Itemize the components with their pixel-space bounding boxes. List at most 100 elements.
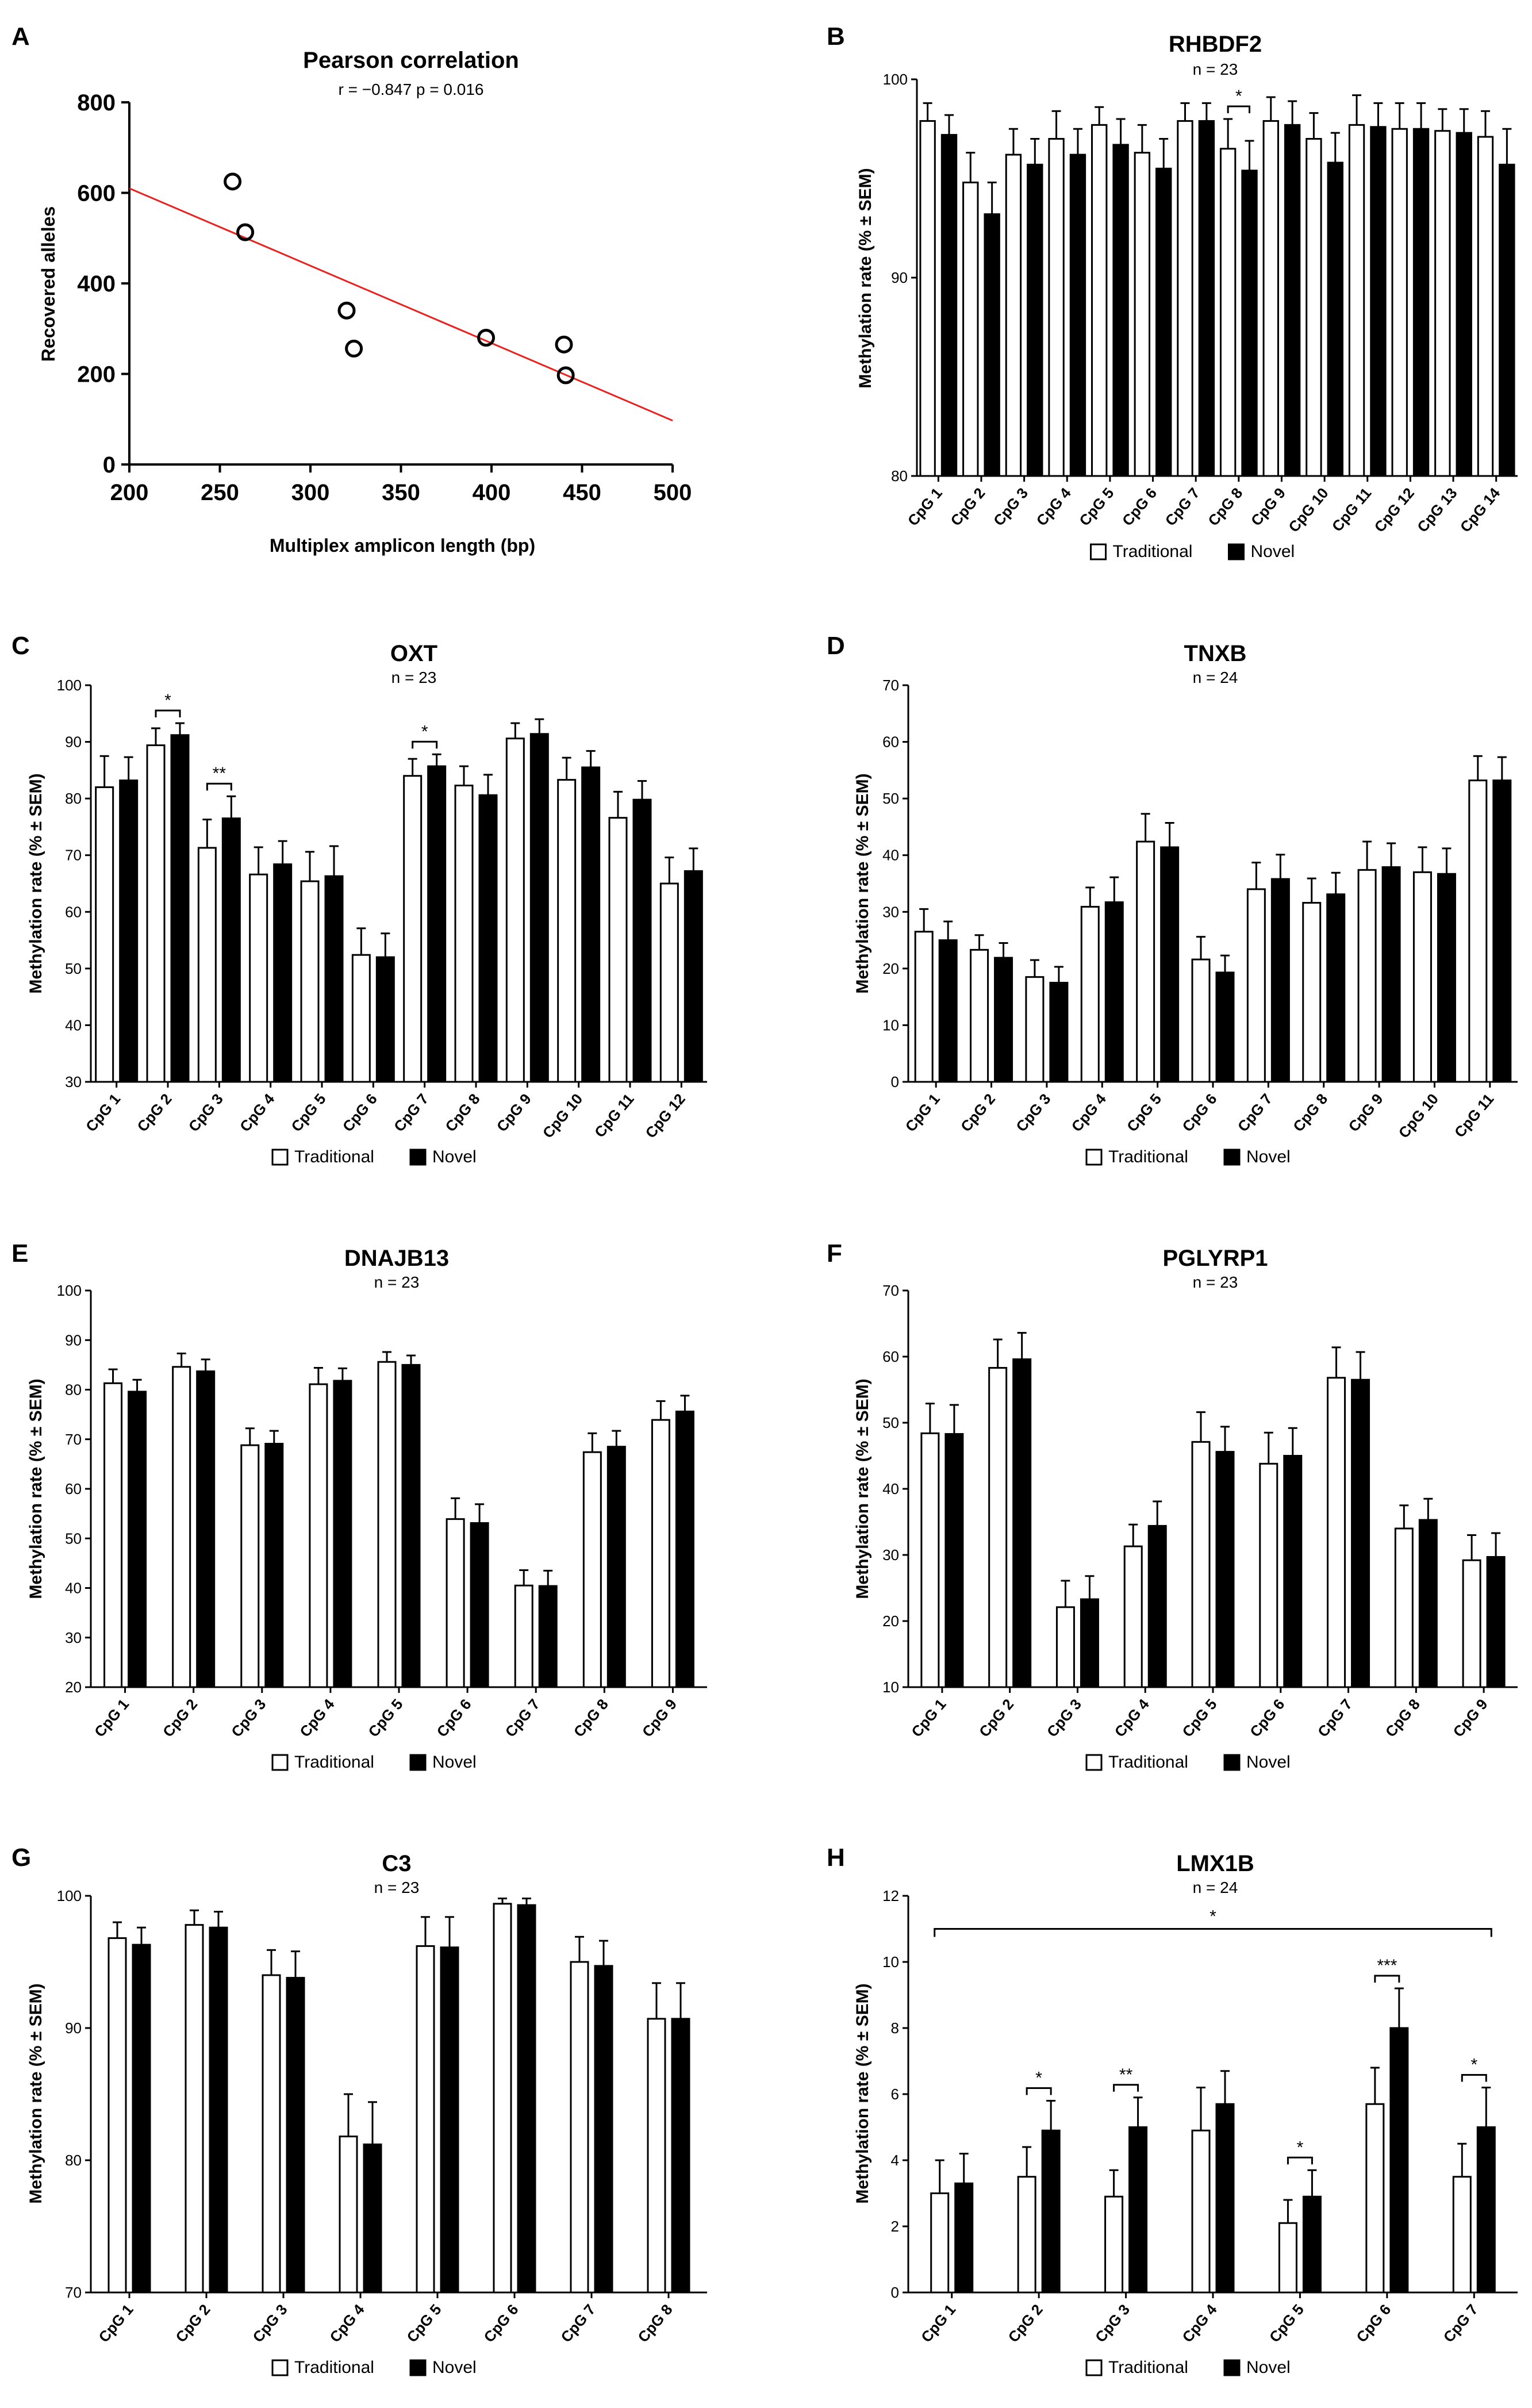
legend-label-novel: Novel [1251, 542, 1295, 561]
x-tick-label: CpG 4 [296, 1695, 338, 1740]
bar-novel [517, 1904, 536, 2294]
bar-novel [1069, 153, 1086, 477]
data-point [555, 335, 573, 354]
bar-traditional [1246, 888, 1266, 1083]
chart-title-c: OXT [390, 641, 437, 666]
x-tick-label: CpG 8 [441, 1090, 483, 1135]
bar-traditional [1357, 869, 1377, 1083]
bar-novel [427, 765, 447, 1083]
y-axis-label-c: Methylation rate (% ± SEM) [26, 773, 45, 993]
y-tick-label: 50 [882, 1414, 899, 1431]
legend-swatch-traditional [1090, 543, 1107, 560]
y-tick-label: 30 [882, 903, 899, 920]
bar-traditional [557, 779, 577, 1083]
panel-h: H LMX1B n = 24 Methylation rate (% ± SEM… [827, 1844, 1518, 2377]
x-tick-label: 300 [291, 480, 330, 505]
y-axis-label-g: Methylation rate (% ± SEM) [26, 1983, 45, 2203]
bar-traditional [493, 1903, 512, 2294]
data-point [477, 329, 496, 347]
y-tick-label: 20 [882, 960, 899, 977]
x-tick-label: CpG 3 [249, 2301, 290, 2346]
significance-bracket [155, 709, 181, 718]
x-tick-label: CpG 5 [1123, 1090, 1165, 1135]
bar-traditional [1452, 2176, 1472, 2294]
regression-line [129, 187, 673, 421]
bar-novel [1215, 2103, 1235, 2294]
overall-significance-bracket [934, 1928, 1492, 1937]
bar-novel [1351, 1378, 1370, 1688]
y-tick-label: 70 [65, 2284, 82, 2301]
y-tick-label: 90 [891, 269, 908, 286]
panel-letter-b: B [827, 22, 845, 51]
bar-novel [675, 1410, 694, 1688]
legend-swatch-traditional [1085, 1754, 1103, 1771]
x-tick-label: CpG 3 [228, 1696, 269, 1741]
bar-novel [1215, 971, 1235, 1083]
bar-novel [606, 1446, 626, 1688]
legend-label-novel: Novel [432, 1147, 477, 1166]
bar-traditional [1219, 148, 1237, 477]
x-tick-label: CpG 2 [1005, 2301, 1046, 2346]
bar-novel [984, 213, 1000, 477]
bar-traditional [582, 1451, 602, 1688]
significance-bracket [1113, 2084, 1139, 2092]
y-tick-label: 100 [883, 71, 908, 88]
bar-novel [170, 734, 190, 1083]
y-tick-label: 8 [891, 2019, 899, 2037]
x-tick-label: CpG 7 [1440, 2301, 1481, 2346]
significance-label: * [1297, 2138, 1304, 2157]
bar-traditional [1262, 120, 1279, 477]
bar-traditional [970, 948, 989, 1083]
bar-chart-f: 10 20 30 40 50 60 70 CpG 1 CpG 2 CpG 3 CpG 4 CpG 5 C… [882, 1282, 1518, 1772]
x-tick-label: CpG 4 [236, 1090, 278, 1135]
bar-traditional [962, 181, 979, 477]
bar-novel [1412, 128, 1430, 477]
bar-novel [440, 1946, 459, 2294]
data-point [224, 172, 242, 191]
x-tick-label: CpG 6 [1353, 2301, 1394, 2346]
x-tick-label: CpG 6 [339, 1090, 381, 1135]
y-tick-label: 60 [65, 1480, 82, 1497]
bar-traditional [505, 738, 525, 1083]
y-axis-label-a: Recovered alleles [38, 206, 59, 362]
x-tick-label: CpG 7 [1234, 1090, 1276, 1135]
bar-traditional [651, 1419, 670, 1688]
data-point [345, 339, 363, 358]
bar-traditional [1394, 1527, 1414, 1688]
x-tick-label: CpG 7 [557, 2301, 598, 2346]
x-tick-label: CpG 5 [1178, 1696, 1220, 1741]
y-tick-label: 90 [65, 1331, 82, 1349]
overall-significance-label: * [1210, 1907, 1216, 1926]
bar-traditional [309, 1383, 328, 1688]
bar-novel [529, 733, 549, 1083]
bar-traditional [1134, 152, 1151, 477]
x-tick-label: CpG 3 [1043, 1696, 1085, 1741]
data-point [556, 366, 575, 385]
x-tick-label: CpG 12 [642, 1090, 688, 1142]
x-tick-label: CpG 9 [1345, 1090, 1386, 1135]
bar-novel [1437, 873, 1456, 1083]
bar-novel [1326, 893, 1346, 1083]
bar-novel [196, 1370, 216, 1688]
x-tick-label: CpG 8 [1289, 1090, 1331, 1135]
bar-novel [1080, 1598, 1099, 1688]
x-tick-label: CpG 14 [1457, 484, 1504, 535]
x-tick-label: CpG 4 [326, 2301, 368, 2345]
data-point [337, 301, 356, 320]
legend-swatch-traditional [271, 1149, 289, 1166]
y-tick-label: 12 [882, 1887, 899, 1904]
bar-chart-g: 70 80 90 100 CpG 1 CpG 2 CpG 3 CpG 4 CpG 5 CpG 6 C… [57, 1887, 707, 2377]
bar-novel [1283, 1455, 1303, 1688]
significance-bracket [1461, 2074, 1487, 2082]
bar-traditional [1259, 1462, 1278, 1688]
significance-label: * [1035, 2069, 1042, 2088]
bar-novel [286, 1977, 305, 2294]
bar-traditional [920, 1432, 940, 1688]
panel-b: B RHBDF2 n = 23 Methylation rate (% ± SE… [827, 22, 1518, 561]
y-tick-label: 40 [65, 1580, 82, 1597]
bar-novel [1112, 144, 1129, 477]
x-tick-label: CpG 7 [502, 1696, 543, 1741]
bar-traditional [1191, 2129, 1211, 2294]
